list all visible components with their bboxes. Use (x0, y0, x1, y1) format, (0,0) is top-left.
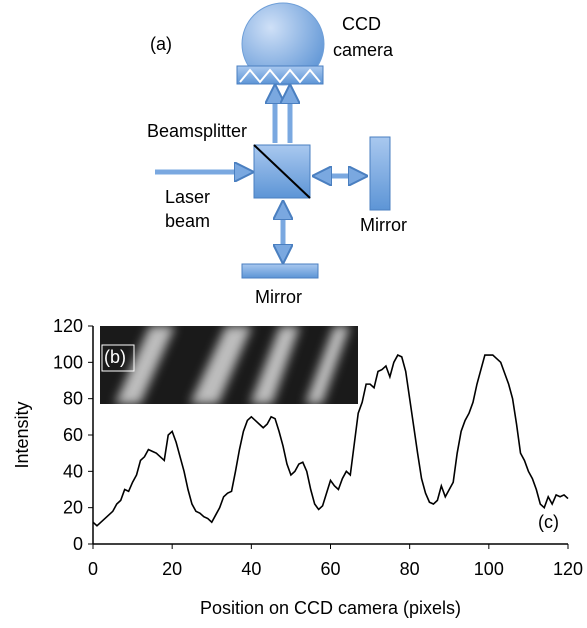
y-tick-label: 60 (63, 425, 83, 445)
y-tick-label: 0 (73, 534, 83, 554)
laser-label: Laser (165, 187, 210, 207)
y-tick-label: 80 (63, 389, 83, 409)
laser-label: beam (165, 211, 210, 231)
panel-label: (c) (538, 512, 559, 532)
mirror (369, 136, 391, 211)
x-tick-label: 100 (474, 559, 504, 579)
camera-label: camera (333, 40, 394, 60)
x-tick-label: 20 (162, 559, 182, 579)
mirror (241, 263, 319, 279)
camera-label: CCD (342, 14, 381, 34)
x-tick-label: 40 (241, 559, 261, 579)
beamsplitter-diagonal (253, 144, 311, 199)
mirror-label: Mirror (255, 287, 302, 307)
sensor-pattern (239, 68, 321, 84)
x-tick-label: 0 (88, 559, 98, 579)
diagram: (a) CCD camera Beamsplitter Laser beam M… (147, 2, 407, 307)
y-tick-label: 40 (63, 461, 83, 481)
chart: 0 20 40 60 80 100 120 0 20 40 60 80 100 120 Position o… (12, 316, 583, 618)
y-axis-label: Intensity (12, 401, 32, 468)
inset-image (100, 326, 358, 404)
x-tick-label: 120 (553, 559, 583, 579)
y-tick-label: 100 (53, 352, 83, 372)
beamsplitter-label: Beamsplitter (147, 121, 247, 141)
panel-label: (a) (150, 34, 172, 54)
inset-label-box (101, 344, 135, 372)
x-tick-label: 60 (320, 559, 340, 579)
data-line (92, 354, 569, 527)
x-tick-label: 80 (400, 559, 420, 579)
inset-label: (b) (104, 347, 126, 367)
y-tick-label: 120 (53, 316, 83, 336)
y-tick-label: 20 (63, 498, 83, 518)
x-axis-label: Position on CCD camera (pixels) (200, 598, 461, 618)
mirror-label: Mirror (360, 215, 407, 235)
